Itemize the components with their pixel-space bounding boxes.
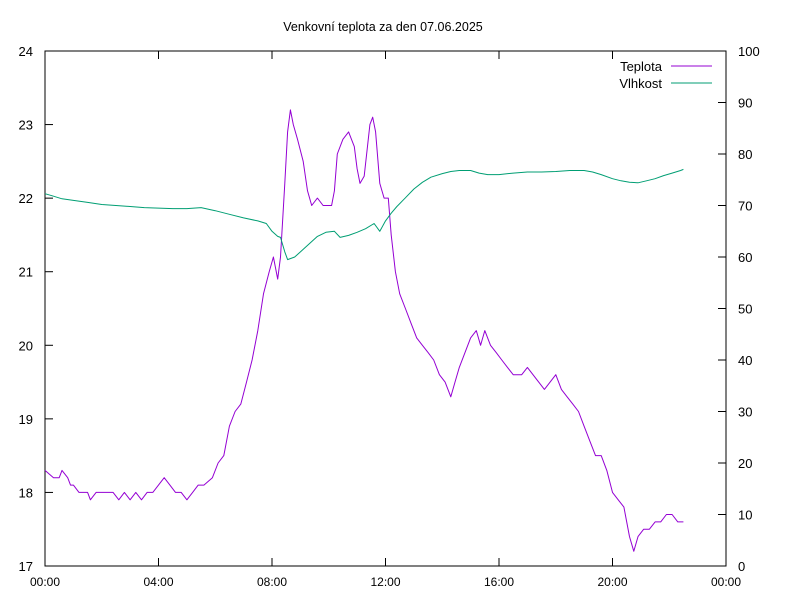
- plot-frame: [44, 50, 727, 567]
- legend: Teplota Vlhkost: [619, 59, 712, 91]
- left-tick-label: 24: [19, 44, 33, 59]
- x-tick-label: 16:00: [484, 575, 514, 589]
- series-lines: [44, 109, 684, 552]
- right-tick-label: 80: [738, 147, 752, 162]
- left-tick-label: 19: [19, 412, 33, 427]
- x-tick-label: 20:00: [597, 575, 627, 589]
- left-tick-label: 23: [19, 118, 33, 133]
- left-tick-label: 22: [19, 191, 33, 206]
- x-tick-label: 08:00: [257, 575, 287, 589]
- legend-label-teplota: Teplota: [620, 59, 663, 74]
- left-axis-labels: 17 18 19 20 21 22 23 24: [19, 44, 33, 574]
- right-tick-label: 60: [738, 250, 752, 265]
- series-line-teplota: [44, 109, 684, 552]
- left-tick-label: 21: [19, 265, 33, 280]
- x-tick-label: 00:00: [711, 575, 741, 589]
- right-tick-label: 90: [738, 96, 752, 111]
- right-tick-label: 0: [738, 559, 745, 574]
- right-axis-labels: 0 10 20 30 40 50 60 70 80 90 100: [738, 44, 760, 574]
- axis-ticks: [44, 50, 727, 567]
- x-tick-label: 04:00: [143, 575, 173, 589]
- right-tick-label: 50: [738, 302, 752, 317]
- x-axis-labels: 00:00 04:00 08:00 12:00 16:00 20:00 00:00: [30, 575, 741, 589]
- right-tick-label: 100: [738, 44, 760, 59]
- right-tick-label: 30: [738, 405, 752, 420]
- x-tick-label: 12:00: [370, 575, 400, 589]
- right-tick-label: 70: [738, 199, 752, 214]
- x-tick-label: 00:00: [30, 575, 60, 589]
- legend-label-vlhkost: Vlhkost: [619, 76, 662, 91]
- left-tick-label: 18: [19, 485, 33, 500]
- series-line-vlhkost: [44, 168, 684, 261]
- chart-title: Venkovní teplota za den 07.06.2025: [283, 20, 483, 34]
- left-tick-label: 17: [19, 559, 33, 574]
- left-tick-label: 20: [19, 338, 33, 353]
- right-tick-label: 10: [738, 508, 752, 523]
- right-tick-label: 20: [738, 456, 752, 471]
- right-tick-label: 40: [738, 353, 752, 368]
